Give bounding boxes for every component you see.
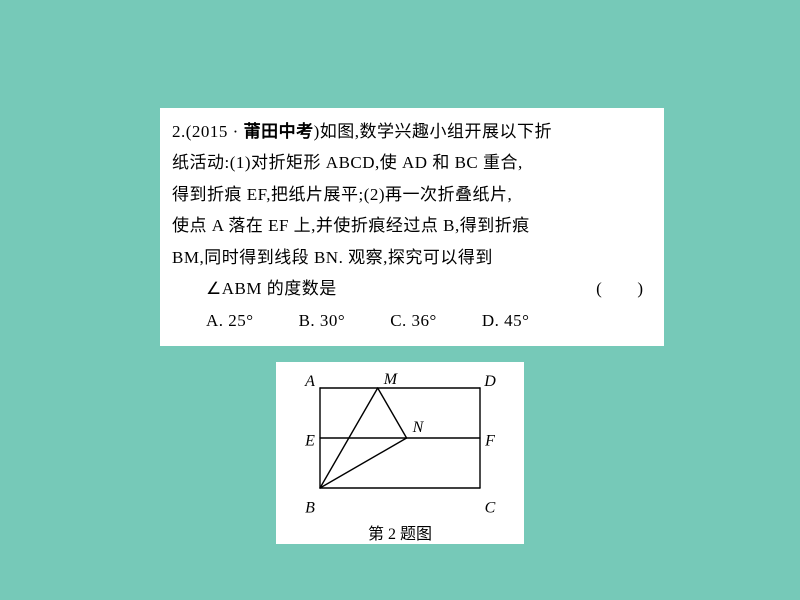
figure-box: A D B C E F M N 第 2 题图 [276, 362, 524, 544]
line4-text: 使点 A 落在 EF 上,并使折痕经过点 B,得到折痕 [172, 216, 530, 235]
question-line-1: 2.(2015 · 莆田中考)如图,数学兴趣小组开展以下折 [172, 116, 652, 147]
svg-text:N: N [412, 419, 425, 436]
question-line-6: ∠ABM 的度数是 ( ) [172, 273, 652, 304]
question-line-3: 得到折痕 EF,把纸片展平;(2)再一次折叠纸片, [172, 179, 652, 210]
question-line-2: 纸活动:(1)对折矩形 ABCD,使 AD 和 BC 重合, [172, 147, 652, 178]
svg-text:E: E [304, 433, 315, 450]
question-line-5: BM,同时得到线段 BN. 观察,探究可以得到 [172, 242, 652, 273]
options-row: A. 25° B. 30° C. 36° D. 45° [172, 305, 652, 336]
option-b: B. 30° [299, 305, 346, 336]
line5-text: BM,同时得到线段 BN. 观察,探究可以得到 [172, 248, 493, 267]
source-bold: 莆田中考 [244, 122, 314, 141]
angle-text: ∠ABM 的度数是 [206, 273, 337, 304]
answer-blank: ( ) [596, 273, 643, 304]
svg-text:C: C [485, 499, 496, 516]
question-number: 2. [172, 122, 186, 141]
option-d: D. 45° [482, 305, 530, 336]
svg-text:D: D [483, 373, 496, 390]
svg-text:A: A [304, 373, 315, 390]
line3-text: 得到折痕 EF,把纸片展平;(2)再一次折叠纸片, [172, 185, 512, 204]
geometry-figure: A D B C E F M N [280, 368, 520, 518]
line1-tail: 如图,数学兴趣小组开展以下折 [320, 122, 552, 141]
svg-text:B: B [305, 499, 315, 516]
line2-text: 纸活动:(1)对折矩形 ABCD,使 AD 和 BC 重合, [172, 153, 523, 172]
question-line-4: 使点 A 落在 EF 上,并使折痕经过点 B,得到折痕 [172, 210, 652, 241]
source-prefix: (2015 · [186, 122, 244, 141]
svg-text:F: F [484, 433, 495, 450]
svg-text:M: M [383, 371, 399, 388]
option-a: A. 25° [206, 305, 254, 336]
figure-caption: 第 2 题图 [276, 520, 524, 544]
option-c: C. 36° [390, 305, 437, 336]
question-text-box: 2.(2015 · 莆田中考)如图,数学兴趣小组开展以下折 纸活动:(1)对折矩… [160, 108, 664, 346]
